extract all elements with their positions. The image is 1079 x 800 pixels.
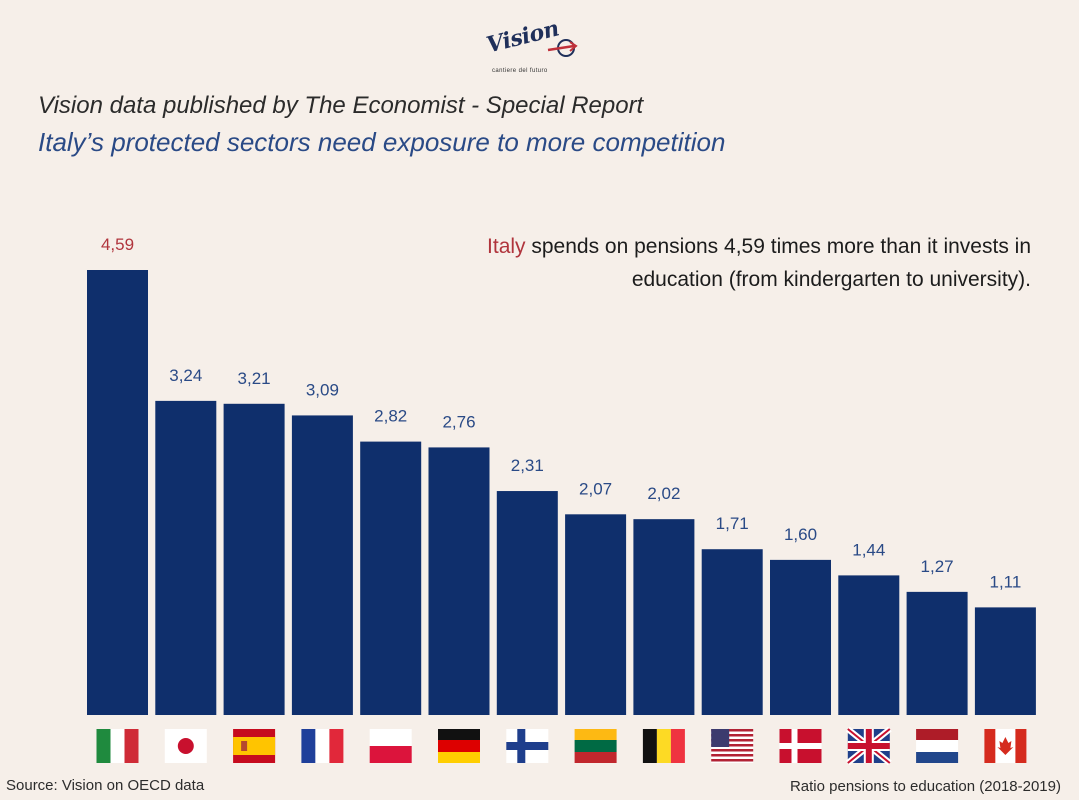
- japan-flag-icon: [164, 729, 207, 763]
- poland-flag-icon: [369, 729, 412, 763]
- lithuania-flag-icon: [574, 729, 617, 763]
- vision-logo-mark-icon: [547, 39, 578, 57]
- chart-title: Italy’s protected sectors need exposure …: [38, 127, 726, 157]
- data-label: 4,59: [101, 235, 134, 254]
- vision-logo: Vision cantiere del futuro: [478, 16, 588, 82]
- annotation-line-1: spends on pensions 4,59 times more than …: [525, 235, 1031, 258]
- data-label: 1,11: [989, 572, 1021, 591]
- data-label: 2,76: [442, 412, 475, 431]
- data-label: 3,24: [169, 366, 202, 385]
- bar-japan: [155, 400, 217, 715]
- bar-france: [291, 415, 353, 715]
- finland-flag-icon: [506, 729, 549, 763]
- data-label: 1,60: [784, 525, 817, 544]
- annotation-highlight: Italy: [487, 235, 526, 258]
- bar-canada: [974, 607, 1036, 715]
- data-label: 3,09: [306, 380, 339, 399]
- chart-annotation: Italy spends on pensions 4,59 times more…: [331, 230, 1031, 296]
- bar-italy: [87, 270, 148, 715]
- data-label: 2,02: [647, 484, 680, 503]
- germany-flag-icon: [438, 729, 480, 763]
- netherlands-flag-icon: [916, 729, 959, 763]
- spain-flag-icon: [233, 729, 276, 763]
- bar-united-states: [701, 549, 763, 715]
- bar-netherlands: [906, 591, 968, 715]
- uk-flag-icon: [845, 726, 892, 766]
- france-flag-icon: [301, 729, 344, 763]
- annotation-line-2: education (from kindergarten to universi…: [631, 268, 1031, 291]
- bar-spain: [223, 403, 285, 715]
- canada-flag-icon: [984, 729, 1027, 763]
- data-label: 2,07: [579, 479, 612, 498]
- logo-tagline: cantiere del futuro: [492, 68, 548, 74]
- bar-united-kingdom: [838, 575, 900, 715]
- bar-denmark: [770, 559, 831, 715]
- chart-subtitle: Vision data published by The Economist -…: [38, 92, 644, 119]
- data-label: 1,44: [852, 540, 885, 559]
- denmark-flag-icon: [779, 729, 822, 763]
- bar-poland: [360, 441, 422, 715]
- data-label: 3,21: [238, 369, 271, 388]
- bar-germany: [428, 447, 490, 715]
- bar-finland: [496, 491, 558, 715]
- data-label: 1,71: [716, 514, 749, 533]
- italy-flag-icon: [96, 729, 139, 763]
- data-label: 1,27: [921, 557, 954, 576]
- axis-note: Ratio pensions to education (2018-2019): [789, 778, 1061, 795]
- data-label: 2,82: [374, 407, 407, 426]
- source-note: Source: Vision on OECD data: [6, 777, 205, 794]
- usa-flag-icon: [711, 729, 754, 763]
- belgium-flag-icon: [642, 729, 685, 763]
- bar-belgium: [633, 519, 695, 715]
- data-label: 2,31: [511, 456, 544, 475]
- bar-lithuania: [565, 514, 627, 715]
